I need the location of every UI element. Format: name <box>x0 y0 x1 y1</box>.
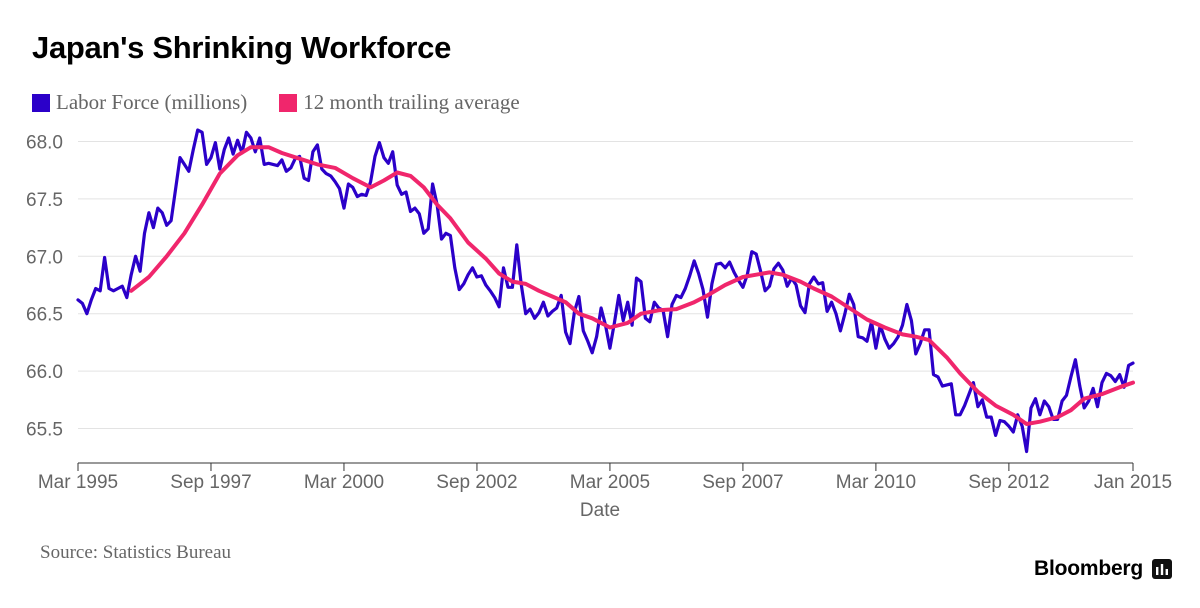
y-tick-label: 67.5 <box>26 190 63 211</box>
legend-label-trailing-average: 12 month trailing average <box>303 90 520 114</box>
bloomberg-terminal-icon <box>1152 559 1173 579</box>
labor-force-line <box>76 128 1135 454</box>
trailing-average-line <box>129 145 1135 426</box>
x-tick-label: Mar 2000 <box>304 472 384 493</box>
legend-swatch-trailing-average <box>279 93 298 112</box>
brand-name: Bloomberg <box>1034 557 1144 580</box>
y-tick-label: 66.0 <box>26 362 63 383</box>
x-tick-label: Sep 2007 <box>702 472 783 493</box>
x-tick-label: Mar 2010 <box>836 472 916 493</box>
y-tick-label: 68.0 <box>26 132 63 153</box>
x-tick-label: Sep 1997 <box>170 472 251 493</box>
legend-swatch-labor-force <box>32 93 50 112</box>
x-tick-label: Mar 2005 <box>570 472 650 493</box>
legend-item-trailing-average: 12 month trailing average <box>279 90 520 115</box>
x-tick-label: Mar 1995 <box>38 472 118 493</box>
chart-title: Japan's Shrinking Workforce <box>32 30 452 65</box>
y-tick-label: 66.5 <box>26 305 63 326</box>
x-axis-title: Date <box>580 500 620 521</box>
legend: Labor Force (millions) 12 month trailing… <box>32 90 552 115</box>
y-tick-label: 67.0 <box>26 247 63 268</box>
x-tick-label: Sep 2012 <box>968 472 1049 493</box>
y-tick-label: 65.5 <box>26 420 63 441</box>
x-tick-label: Jan 2015 <box>1094 472 1172 493</box>
x-tick-label: Sep 2002 <box>436 472 517 493</box>
source-note: Source: Statistics Bureau <box>40 542 232 563</box>
legend-label-labor-force: Labor Force (millions) <box>56 90 248 114</box>
brand-logo: Bloomberg <box>1034 557 1173 581</box>
legend-item-labor-force: Labor Force (millions) <box>32 90 247 115</box>
